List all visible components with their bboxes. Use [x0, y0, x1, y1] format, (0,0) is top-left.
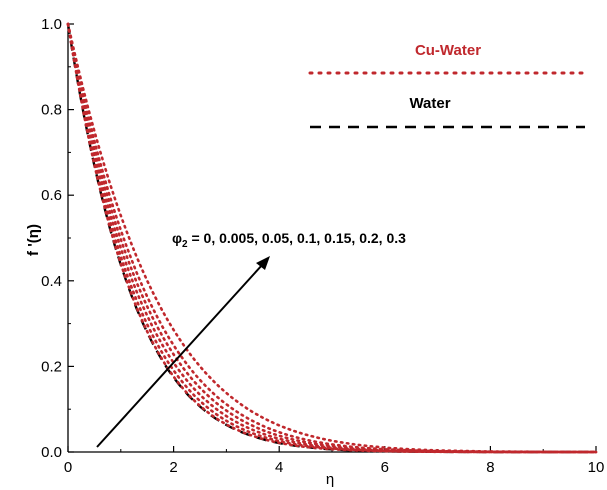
y-axis-label: f '(η)	[25, 224, 42, 256]
x-tick-label: 10	[588, 459, 605, 476]
annotation-symbol: φ	[172, 230, 182, 246]
x-tick-label: 0	[64, 459, 72, 476]
y-tick-label: 0.0	[41, 444, 62, 461]
parameter-annotation: φ2 = 0, 0.005, 0.05, 0.1, 0.15, 0.2, 0.3	[96, 230, 406, 448]
series-layer	[66, 22, 598, 454]
y-tick-label: 1.0	[41, 16, 62, 33]
y-tick-label: 0.6	[41, 187, 62, 204]
x-axis-label: η	[326, 471, 334, 488]
y-axis-ticks: 0.0 0.2 0.4 0.6 0.8 1.0	[41, 16, 74, 461]
annotation-values: = 0, 0.005, 0.05, 0.1, 0.15, 0.2, 0.3	[188, 230, 407, 246]
annotation-arrowhead	[256, 256, 270, 270]
x-tick-label: 2	[169, 459, 177, 476]
y-tick-label: 0.4	[41, 273, 62, 290]
y-tick-label: 0.2	[41, 358, 62, 375]
series-cu-water-phi2-0_3	[66, 22, 598, 454]
x-tick-label: 6	[381, 459, 389, 476]
legend: Cu-Water Water	[308, 42, 587, 129]
legend-label-cu-water: Cu-Water	[415, 42, 481, 59]
x-tick-label: 4	[275, 459, 283, 476]
annotation-arrow	[96, 263, 264, 448]
annotation-text: φ2 = 0, 0.005, 0.05, 0.1, 0.15, 0.2, 0.3	[172, 230, 406, 250]
x-tick-label: 8	[486, 459, 494, 476]
annotation-subscript: 2	[182, 239, 188, 250]
series-cu-water-phi2-0_05	[66, 22, 598, 454]
legend-label-water: Water	[409, 95, 450, 112]
y-tick-label: 0.8	[41, 102, 62, 119]
